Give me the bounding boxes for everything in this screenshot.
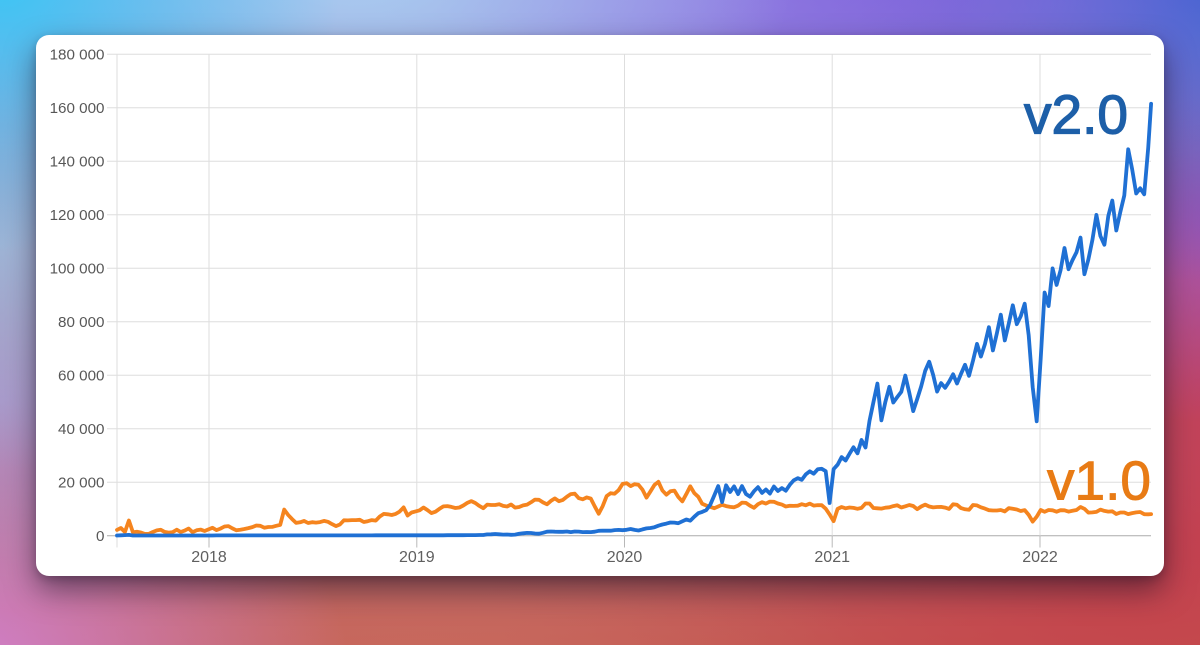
svg-text:60 000: 60 000 bbox=[58, 368, 104, 385]
svg-text:120 000: 120 000 bbox=[50, 207, 105, 224]
svg-text:2018: 2018 bbox=[191, 549, 227, 566]
svg-text:2020: 2020 bbox=[607, 549, 643, 566]
svg-text:140 000: 140 000 bbox=[50, 154, 105, 171]
svg-text:180 000: 180 000 bbox=[50, 47, 105, 64]
svg-text:v1.0: v1.0 bbox=[1047, 450, 1151, 512]
svg-text:2019: 2019 bbox=[399, 549, 435, 566]
svg-text:80 000: 80 000 bbox=[58, 314, 104, 331]
svg-text:2021: 2021 bbox=[814, 549, 850, 566]
svg-text:v2.0: v2.0 bbox=[1024, 84, 1128, 146]
svg-text:100 000: 100 000 bbox=[50, 261, 105, 278]
svg-text:40 000: 40 000 bbox=[58, 421, 104, 438]
svg-text:160 000: 160 000 bbox=[50, 100, 105, 117]
svg-text:2022: 2022 bbox=[1022, 549, 1058, 566]
svg-text:20 000: 20 000 bbox=[58, 475, 104, 492]
svg-text:0: 0 bbox=[96, 528, 104, 545]
